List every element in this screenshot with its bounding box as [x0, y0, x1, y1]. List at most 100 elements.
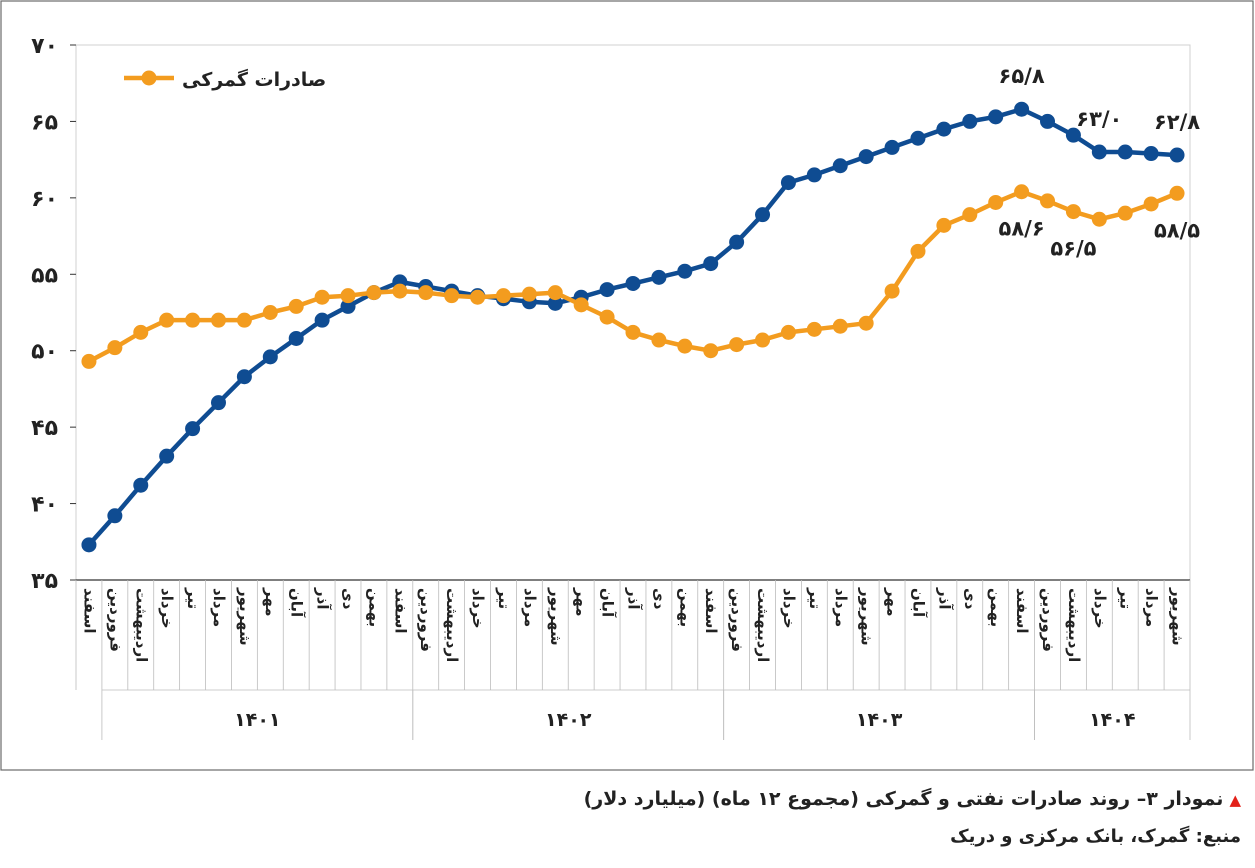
data-point-customs: [625, 324, 641, 340]
data-point-customs: [1065, 204, 1081, 220]
x-tick-label: شهریور: [1169, 587, 1187, 646]
y-tick-label: ۵۰: [31, 340, 58, 365]
data-point-customs: [210, 312, 226, 328]
x-tick-label: آبان: [909, 588, 927, 618]
x-tick-label: فروردین: [728, 588, 746, 652]
x-tick-label: تیر: [184, 587, 202, 609]
x-tick-label: اسفند: [80, 588, 98, 633]
data-point-customs: [573, 297, 589, 313]
data-point-customs: [780, 324, 796, 340]
x-tick-label: شهریور: [547, 587, 565, 646]
chart-source: منبع: گمرک، بانک مرکزی و دریک: [950, 826, 1241, 847]
x-tick-label: مرداد: [210, 588, 228, 627]
x-tick-label: تیر: [495, 587, 513, 609]
triangle-marker-icon: ▲: [1229, 791, 1241, 809]
data-point-oil: [159, 448, 175, 464]
data-point-customs: [288, 298, 304, 314]
data-point-oil: [1117, 144, 1133, 160]
y-tick-label: ۶۰: [31, 187, 58, 212]
caption-title-text: نمودار ۳– روند صادرات نفتی و گمرکی (مجمو…: [583, 788, 1224, 810]
data-point-oil: [729, 234, 745, 250]
x-tick-label: دی: [650, 588, 668, 610]
data-point-oil: [1091, 144, 1107, 160]
x-tick-label: خرداد: [469, 588, 487, 629]
data-point-oil: [806, 167, 822, 183]
data-point-customs: [936, 217, 952, 233]
data-label: ۵۸/۵: [1154, 218, 1200, 242]
data-point-customs: [1014, 184, 1030, 200]
data-point-customs: [107, 340, 123, 356]
data-point-customs: [1117, 205, 1133, 221]
data-point-oil: [81, 537, 97, 553]
x-tick-label: شهریور: [858, 587, 876, 646]
data-point-customs: [962, 207, 978, 223]
y-tick-label: ۵۵: [31, 263, 58, 288]
data-point-customs: [159, 312, 175, 328]
data-point-customs: [806, 321, 822, 337]
year-label: ۱۴۰۱: [234, 709, 280, 731]
x-tick-label: اردیبهشت: [1065, 588, 1083, 662]
x-tick-label: شهریور: [236, 587, 254, 646]
data-point-customs: [703, 343, 719, 359]
data-label: ۶۳/۰: [1076, 107, 1122, 131]
data-point-customs: [236, 312, 252, 328]
data-point-oil: [780, 175, 796, 191]
y-tick-label: ۳۵: [31, 569, 58, 594]
data-point-customs: [418, 285, 434, 301]
x-tick-label: مهر: [262, 587, 280, 617]
x-tick-label: دی: [340, 588, 358, 610]
data-point-oil: [185, 421, 201, 437]
data-point-oil: [936, 121, 952, 137]
x-tick-label: آبان: [599, 588, 617, 618]
x-tick-label: اردیبهشت: [754, 588, 772, 662]
data-point-customs: [185, 312, 201, 328]
x-tick-label: آذر: [625, 587, 643, 610]
x-tick-label: اسفند: [702, 588, 720, 633]
data-point-oil: [236, 369, 252, 385]
data-point-oil: [1065, 127, 1081, 143]
data-point-customs: [858, 315, 874, 331]
data-point-customs: [884, 283, 900, 299]
data-point-oil: [832, 158, 848, 174]
x-tick-label: بهمن: [987, 588, 1005, 627]
data-point-oil: [599, 282, 615, 298]
data-point-customs: [599, 309, 615, 325]
data-label: ۵۸/۶: [999, 217, 1045, 241]
data-point-customs: [832, 318, 848, 334]
data-point-customs: [1143, 196, 1159, 212]
data-point-customs: [444, 288, 460, 304]
x-tick-label: فروردین: [417, 588, 435, 652]
y-tick-label: ۶۵: [31, 110, 58, 135]
x-tick-label: فروردین: [1039, 588, 1057, 652]
data-point-customs: [495, 288, 511, 304]
data-point-oil: [133, 477, 149, 493]
data-label: ۵۶/۵: [1050, 237, 1096, 261]
data-label: ۶۵/۸: [999, 64, 1045, 88]
data-point-oil: [1169, 147, 1185, 163]
data-point-customs: [547, 285, 563, 301]
x-tick-label: تیر: [1117, 587, 1135, 609]
x-tick-label: اردیبهشت: [443, 588, 461, 662]
data-point-customs: [262, 305, 278, 320]
x-tick-label: آذر: [314, 587, 332, 610]
data-point-oil: [910, 130, 926, 146]
data-point-oil: [651, 269, 667, 285]
legend-label: صادرات گمرکی: [182, 68, 326, 91]
x-tick-label: خرداد: [780, 588, 798, 629]
data-point-oil: [262, 349, 278, 365]
data-point-customs: [314, 289, 330, 305]
x-tick-label: آذر: [935, 587, 953, 610]
year-label: ۱۴۰۳: [856, 709, 903, 731]
data-point-customs: [366, 285, 382, 301]
x-tick-label: اردیبهشت: [132, 588, 150, 662]
x-tick-label: مهر: [573, 587, 591, 617]
data-point-oil: [314, 312, 330, 328]
data-point-oil: [988, 109, 1004, 125]
y-tick-label: ۷۰: [31, 34, 58, 59]
x-tick-label: اسفند: [1013, 588, 1031, 633]
data-point-oil: [1014, 101, 1030, 117]
data-point-customs: [988, 194, 1004, 210]
data-point-oil: [340, 298, 356, 314]
year-label: ۱۴۰۴: [1089, 709, 1135, 731]
